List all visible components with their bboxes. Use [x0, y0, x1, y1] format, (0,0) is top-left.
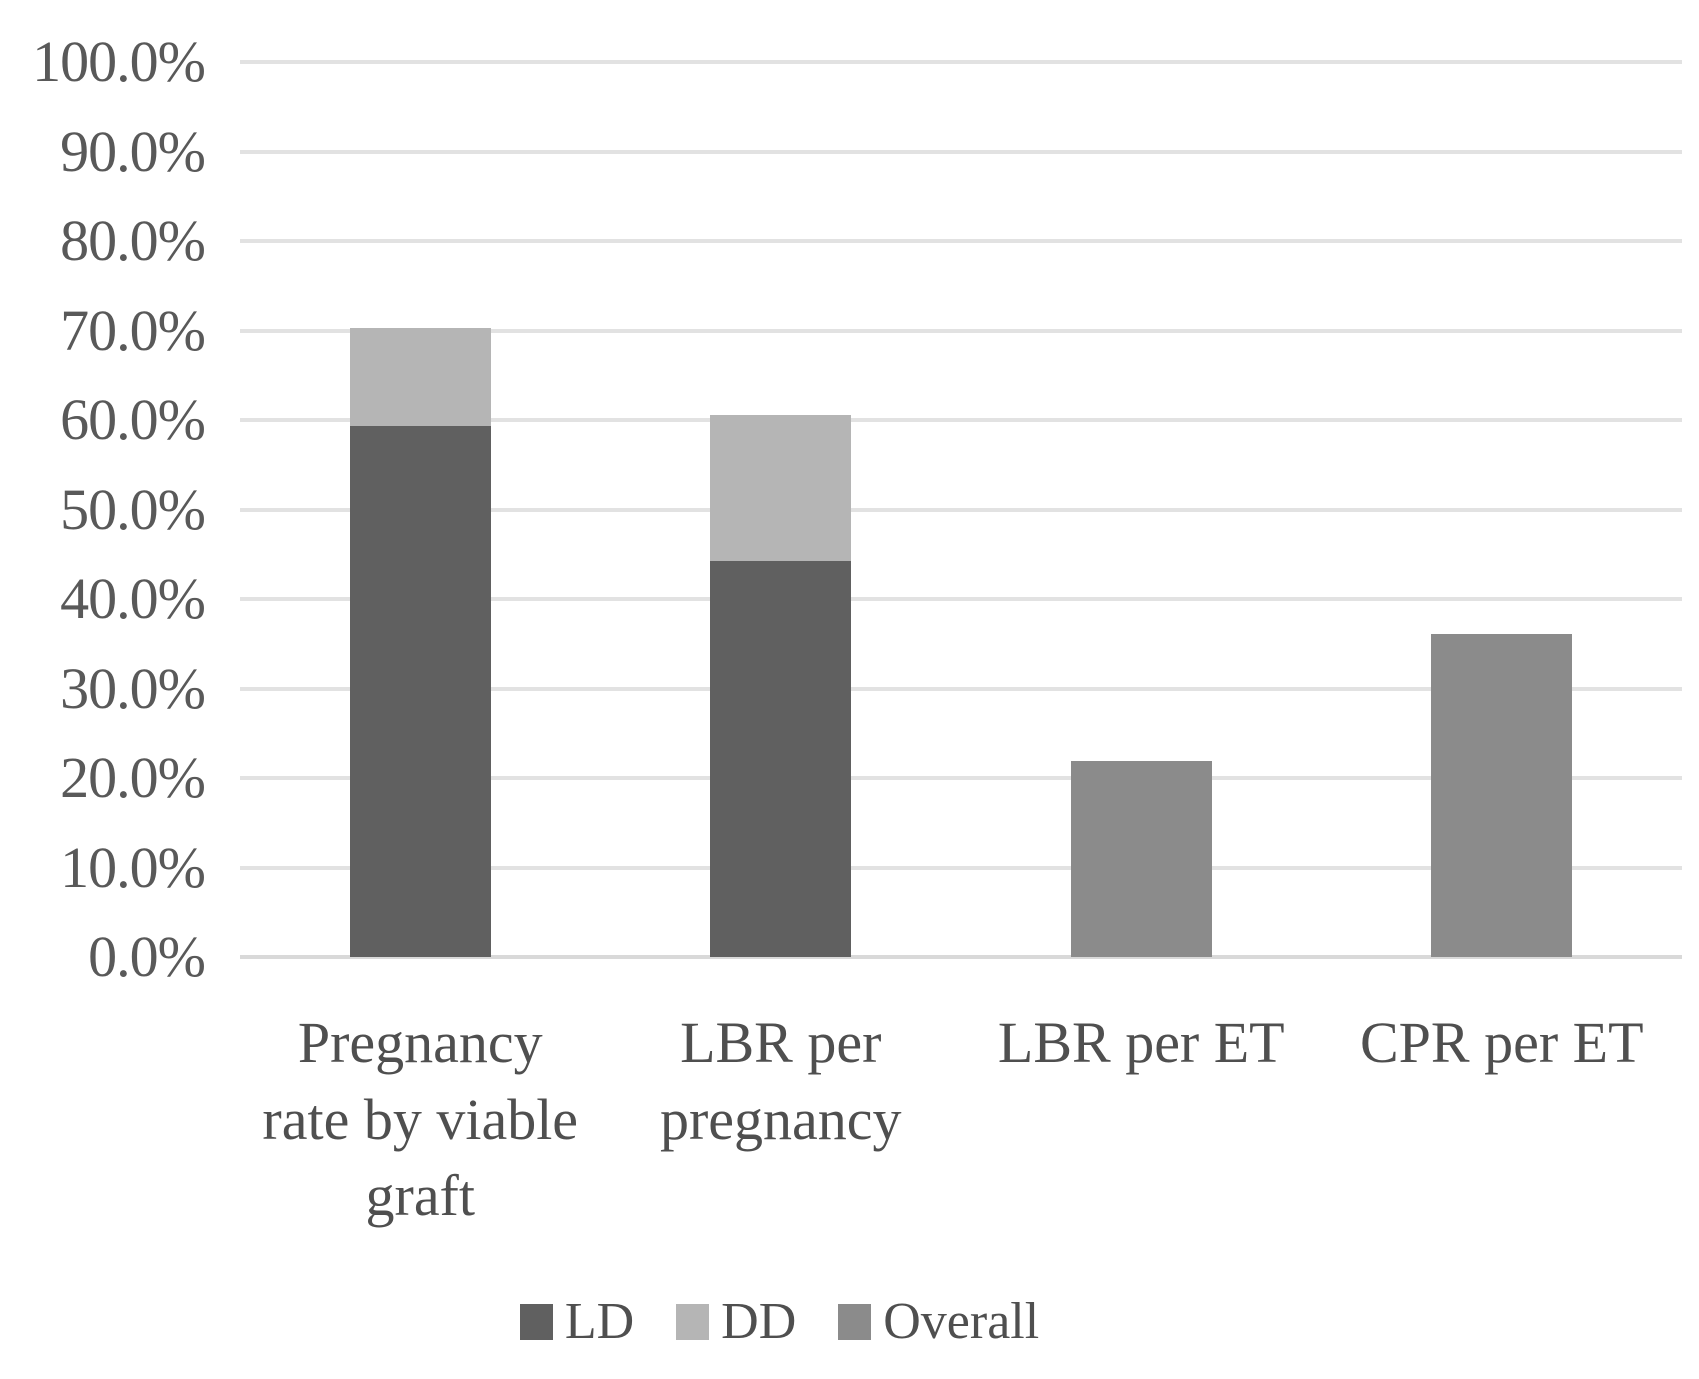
- y-tick-label: 30.0%: [60, 655, 206, 721]
- legend-item-dd: DD: [676, 1296, 796, 1348]
- gridline: [240, 239, 1682, 243]
- gridline: [240, 776, 1682, 780]
- legend-item-overall: Overall: [838, 1296, 1039, 1348]
- gridline: [240, 507, 1682, 512]
- category-label: CPR per ET: [1359, 1010, 1644, 1075]
- legend-swatch-dd-icon: [676, 1304, 710, 1340]
- y-tick-label: 40.0%: [60, 566, 206, 631]
- y-tick-label: 10.0%: [60, 834, 206, 900]
- gridline: [240, 597, 1682, 601]
- legend-label-overall: Overall: [883, 1293, 1040, 1350]
- y-tick-label: 60.0%: [60, 387, 206, 452]
- y-tick-label: 50.0%: [60, 476, 206, 542]
- bar-segment-ld-2: [710, 561, 852, 957]
- category-label: Pregnancy rate by viable graft: [262, 1010, 579, 1229]
- category-label: LBR per ET: [997, 1010, 1285, 1075]
- bar-segment-overall-4: [1431, 633, 1573, 957]
- legend-label-ld: LD: [564, 1293, 635, 1350]
- gridline: [240, 149, 1682, 154]
- bar-segment-overall-3: [1070, 760, 1212, 957]
- y-tick-label: 0.0%: [88, 924, 206, 989]
- bar-segment-dd-2: [710, 414, 852, 562]
- gridline: [240, 865, 1682, 870]
- y-tick-label: 100.0%: [32, 29, 206, 94]
- legend-item-ld: LD: [519, 1293, 635, 1350]
- gridline: [240, 686, 1682, 691]
- y-tick-label: 80.0%: [60, 208, 206, 273]
- bar-segment-dd-1: [349, 327, 491, 427]
- legend: LD DD Overall: [0, 1296, 1629, 1348]
- y-tick-label: 90.0%: [60, 118, 206, 184]
- y-tick-label: 20.0%: [60, 745, 206, 810]
- legend-swatch-overall-icon: [838, 1304, 872, 1340]
- gridline: [240, 60, 1682, 64]
- legend-label-dd: DD: [721, 1293, 797, 1350]
- gridline: [240, 328, 1682, 333]
- x-axis-baseline: [240, 955, 1682, 959]
- gridline: [240, 418, 1682, 422]
- bar-segment-ld-1: [349, 426, 491, 957]
- legend-swatch-ld-icon: [519, 1304, 553, 1340]
- category-label: LBR per pregnancy: [659, 1010, 902, 1152]
- y-tick-label: 70.0%: [60, 297, 206, 363]
